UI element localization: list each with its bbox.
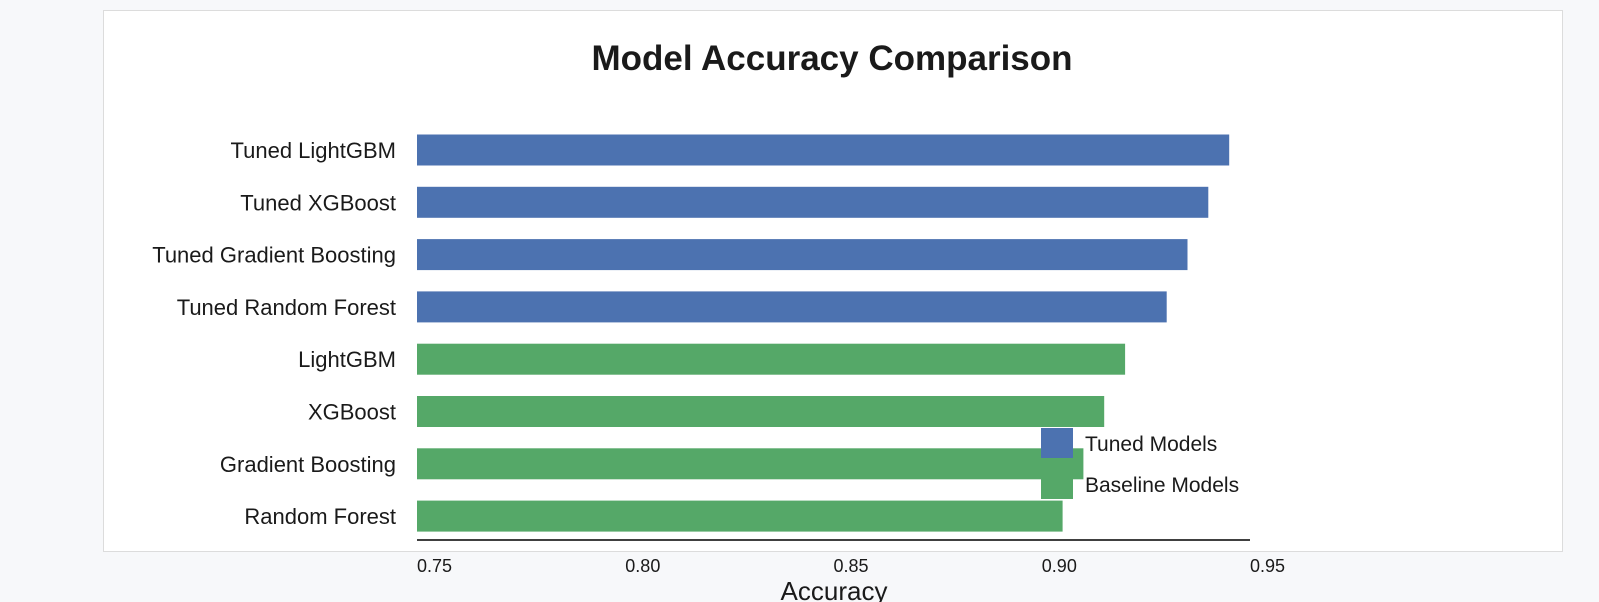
category-label: Tuned LightGBM: [231, 138, 397, 163]
legend-label-baseline: Baseline Models: [1085, 474, 1239, 497]
bar-xgboost: [417, 396, 1105, 427]
category-label: Tuned XGBoost: [240, 190, 396, 215]
category-label: Random Forest: [244, 504, 396, 529]
legend-swatch-baseline: [1041, 469, 1073, 499]
x-tick-label: 0.85: [834, 556, 869, 576]
bar-lightgbm: [417, 343, 1126, 375]
bar-tuned-random-forest: [417, 291, 1167, 323]
category-label: Tuned Random Forest: [177, 295, 396, 320]
category-label: Gradient Boosting: [220, 452, 396, 477]
category-labels: Tuned LightGBM Tuned XGBoost Tuned Gradien…: [152, 138, 396, 529]
legend: Tuned Models Baseline Models: [1041, 428, 1239, 499]
bar-tuned-gradient-boosting: [417, 239, 1188, 271]
x-tick-label: 0.90: [1042, 556, 1077, 576]
x-tick-label: 0.80: [625, 556, 660, 576]
x-tick-label: 0.95: [1250, 556, 1285, 576]
bar-tuned-lightgbm: [417, 134, 1230, 166]
x-tick-labels: 0.75 0.80 0.85 0.90 0.95: [417, 556, 1285, 576]
x-tick-label: 0.75: [417, 556, 452, 576]
chart-title: Model Accuracy Comparison: [591, 39, 1072, 78]
bar-random-forest: [417, 500, 1063, 532]
bar-gradient-boosting: [417, 448, 1084, 480]
bars-layer: [417, 134, 1230, 532]
legend-label-tuned: Tuned Models: [1085, 433, 1217, 456]
legend-swatch-tuned: [1041, 428, 1073, 458]
category-label: Tuned Gradient Boosting: [152, 243, 396, 268]
bar-tuned-xgboost: [417, 186, 1209, 218]
category-label: LightGBM: [298, 347, 396, 372]
x-axis-label: Accuracy: [781, 576, 888, 602]
category-label: XGBoost: [308, 400, 396, 425]
